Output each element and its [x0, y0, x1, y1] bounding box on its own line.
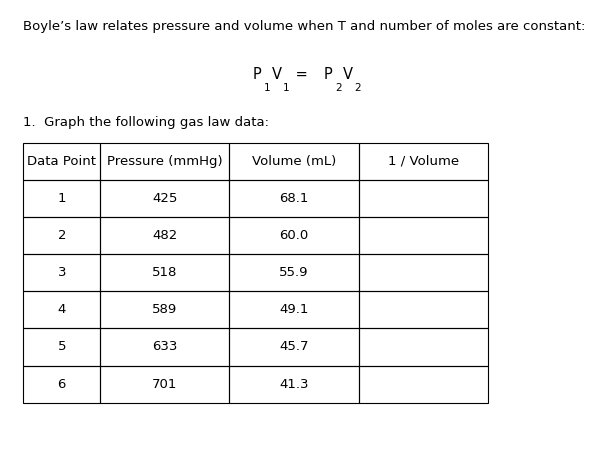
Text: 68.1: 68.1 — [279, 192, 309, 205]
Bar — [229, 328, 359, 366]
Bar — [359, 143, 488, 180]
Bar — [100, 366, 229, 403]
Bar — [100, 328, 229, 366]
Bar — [359, 254, 488, 291]
Bar — [359, 180, 488, 217]
Bar — [100, 217, 229, 254]
Text: P: P — [324, 67, 333, 82]
Text: V: V — [272, 67, 282, 82]
Bar — [23, 143, 100, 180]
Bar — [229, 143, 359, 180]
Bar — [359, 217, 488, 254]
Text: 633: 633 — [152, 341, 178, 353]
Text: Volume (mL): Volume (mL) — [252, 155, 336, 168]
Bar — [23, 180, 100, 217]
Text: 1.  Graph the following gas law data:: 1. Graph the following gas law data: — [23, 116, 269, 129]
Bar — [359, 366, 488, 403]
Bar — [23, 254, 100, 291]
Text: =: = — [291, 67, 312, 82]
Text: 701: 701 — [152, 378, 178, 390]
Text: 3: 3 — [58, 266, 66, 279]
Text: Pressure (mmHg): Pressure (mmHg) — [107, 155, 223, 168]
Text: 482: 482 — [152, 229, 178, 242]
Bar — [100, 180, 229, 217]
Text: 2: 2 — [335, 82, 342, 92]
Text: 589: 589 — [152, 304, 178, 316]
Text: 55.9: 55.9 — [279, 266, 309, 279]
Text: 1: 1 — [264, 82, 271, 92]
Bar — [23, 291, 100, 328]
Text: V: V — [343, 67, 353, 82]
Text: 2: 2 — [354, 82, 361, 92]
Bar — [229, 366, 359, 403]
Bar — [359, 291, 488, 328]
Bar — [100, 143, 229, 180]
Text: 1 / Volume: 1 / Volume — [387, 155, 459, 168]
Text: Boyle’s law relates pressure and volume when T and number of moles are constant:: Boyle’s law relates pressure and volume … — [23, 20, 585, 34]
Bar — [23, 217, 100, 254]
Text: 425: 425 — [152, 192, 178, 205]
Bar — [359, 328, 488, 366]
Text: P: P — [253, 67, 261, 82]
Bar — [100, 291, 229, 328]
Bar — [229, 291, 359, 328]
Text: 4: 4 — [58, 304, 66, 316]
Text: 49.1: 49.1 — [279, 304, 309, 316]
Bar — [229, 180, 359, 217]
Text: 60.0: 60.0 — [279, 229, 309, 242]
Bar — [23, 328, 100, 366]
Text: 1: 1 — [283, 82, 290, 92]
Text: Data Point: Data Point — [27, 155, 97, 168]
Bar — [100, 254, 229, 291]
Bar — [229, 254, 359, 291]
Bar — [23, 366, 100, 403]
Text: 41.3: 41.3 — [279, 378, 309, 390]
Text: 45.7: 45.7 — [279, 341, 309, 353]
Text: 518: 518 — [152, 266, 178, 279]
Bar — [229, 217, 359, 254]
Text: 5: 5 — [58, 341, 66, 353]
Text: 6: 6 — [58, 378, 66, 390]
Text: 2: 2 — [58, 229, 66, 242]
Text: 1: 1 — [58, 192, 66, 205]
